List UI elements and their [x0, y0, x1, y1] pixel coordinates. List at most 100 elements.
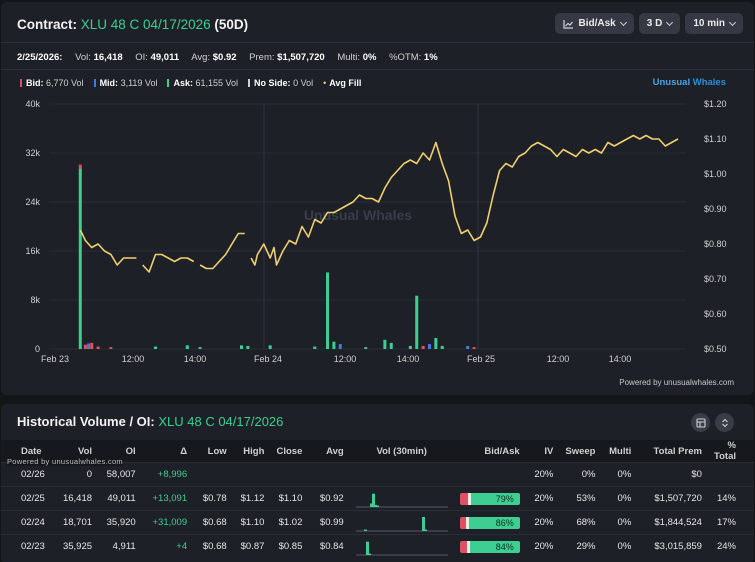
col-low[interactable]: Low: [193, 440, 233, 463]
cell-high: $0.87: [232, 534, 271, 559]
y-left-tick: 24k: [25, 197, 40, 207]
y-right-tick: $0.50: [704, 344, 727, 354]
days-to-expiry: (50D): [214, 17, 249, 32]
cell-close: [270, 462, 309, 487]
divider: [1, 42, 754, 43]
cell-low: [193, 462, 233, 487]
x-tick: Feb 24: [254, 354, 282, 364]
cell-high: $1.10: [232, 510, 271, 535]
x-tick: Feb 25: [467, 354, 495, 364]
cell-pct-total: 24%: [707, 534, 754, 559]
brand-logo: Unusual Whales: [652, 77, 726, 88]
stats-avg: Avg: $0.92: [191, 52, 237, 63]
export-icon[interactable]: [691, 413, 710, 432]
col-high[interactable]: High: [232, 440, 271, 463]
table-row[interactable]: 02/24 18,701 35,920 +31,009 $0.68 $1.10 $1.02 $…: [1, 510, 754, 535]
volume-bar-ask: [198, 347, 202, 349]
stats-date: 2/25/2026:: [17, 52, 63, 63]
cell-date: 02/23: [1, 534, 51, 559]
vol30-sparkline: [349, 462, 454, 487]
cell-close: $1.02: [270, 510, 309, 535]
collapse-toggle-icon[interactable]: [715, 413, 734, 432]
legend-bid[interactable]: Bid: 6,770 Vol: [20, 78, 84, 88]
y-right-tick: $1.20: [704, 99, 727, 109]
powered-by-text: Powered by unusualwhales.com: [7, 457, 123, 466]
cell-oi: 35,920: [98, 510, 142, 535]
legend-no-side[interactable]: No Side: 0 Vol: [248, 78, 313, 88]
col-delta[interactable]: Δ: [141, 440, 194, 463]
cell-iv: 20%: [525, 510, 560, 535]
col-bid-ask[interactable]: Bid/Ask: [453, 440, 526, 463]
col-vol30[interactable]: Vol (30min): [349, 440, 454, 463]
cell-avg: [308, 462, 350, 487]
volume-bar-ask: [440, 345, 444, 349]
historical-panel: Historical Volume / OI: XLU 48 C 04/17/2…: [1, 404, 754, 562]
y-left-tick: 8k: [30, 295, 40, 305]
y-right-tick: $1.10: [704, 134, 727, 144]
x-tick: 14:00: [397, 354, 420, 364]
cell-vol: 35,925: [50, 534, 99, 559]
cell-avg: $0.92: [308, 486, 350, 511]
cell-iv: 20%: [525, 462, 560, 487]
vol30-sparkline: [349, 486, 454, 511]
volume-bar-bid: [83, 344, 87, 349]
avg-fill-line: [79, 229, 137, 266]
sparkline-bar: [421, 516, 425, 531]
stats-oi: OI: 49,011: [135, 52, 180, 63]
col-sweep[interactable]: Sweep: [559, 440, 602, 463]
volume-bar-ask: [415, 295, 419, 349]
cell-oi: 49,011: [98, 486, 142, 511]
volume-bar-ask: [239, 345, 243, 349]
bid-ask-bar: 79%: [453, 486, 526, 511]
sparkline-bar: [373, 504, 377, 507]
sparkline-bar: [371, 493, 375, 507]
bid-ask-dropdown[interactable]: Bid/Ask: [554, 13, 634, 34]
cell-prem: $3,015,859: [637, 534, 708, 559]
sparkline-bar: [363, 529, 367, 531]
volume-bar-ask: [268, 345, 272, 349]
legend-avg-fill[interactable]: • Avg Fill: [323, 78, 362, 88]
y-left-tick: 16k: [25, 246, 40, 256]
chevron-down-icon: [666, 18, 674, 26]
range-dropdown[interactable]: 3 D: [638, 13, 681, 34]
cell-avg: $0.99: [308, 510, 350, 535]
col-iv[interactable]: IV: [525, 440, 560, 463]
volume-bar-ask: [389, 342, 393, 349]
y-left-tick: 32k: [25, 148, 40, 158]
line-chart-icon: [562, 19, 573, 29]
chevron-down-icon: [619, 18, 627, 26]
col-total-prem[interactable]: Total Prem: [637, 440, 708, 463]
volume-bar-bid: [109, 347, 113, 349]
volume-bar-ask: [246, 345, 250, 349]
col-close[interactable]: Close: [270, 440, 309, 463]
table-row[interactable]: 02/23 35,925 4,911 +4 $0.68 $0.87 $0.85 $0.84 84…: [1, 534, 754, 559]
chart-controls: Bid/Ask 3 D 10 min: [554, 13, 743, 34]
legend-ask[interactable]: Ask: 61,155 Vol: [167, 78, 238, 88]
cell-multi: 0%: [601, 510, 638, 535]
volume-bar-bid: [78, 164, 82, 169]
volume-bar-mid: [87, 343, 91, 349]
volume-bar-ask: [185, 345, 189, 349]
col-date[interactable]: Date: [1, 440, 51, 463]
col-multi[interactable]: Multi: [601, 440, 638, 463]
legend-mid[interactable]: Mid: 3,119 Vol: [93, 78, 157, 88]
bid-ask-bar: 84%: [453, 534, 526, 559]
cell-date: 02/24: [1, 510, 51, 535]
cell-vol: 18,701: [50, 510, 99, 535]
table-row[interactable]: 02/25 16,418 49,011 +13,091 $0.78 $1.12 $1.10 $…: [1, 486, 754, 511]
table-row[interactable]: 02/26 0 58,007 +8,996 20% 0% 0% $0: [1, 462, 754, 487]
y-right-tick: $0.70: [704, 274, 727, 284]
col-pct-total[interactable]: % Total: [707, 440, 754, 463]
cell-multi: 0%: [601, 462, 638, 487]
col-avg[interactable]: Avg: [308, 440, 350, 463]
cell-delta: +13,091: [141, 486, 194, 511]
cell-sweep: 29%: [559, 534, 602, 559]
volume-bar-mid: [338, 344, 342, 349]
cell-delta: +8,996: [141, 462, 194, 487]
sparkline-bar: [423, 529, 427, 531]
interval-dropdown[interactable]: 10 min: [685, 13, 743, 34]
cell-vol: 16,418: [50, 486, 99, 511]
volume-bar-ask: [408, 345, 412, 349]
col-oi[interactable]: OI: [98, 440, 142, 463]
col-vol[interactable]: Vol: [50, 440, 99, 463]
